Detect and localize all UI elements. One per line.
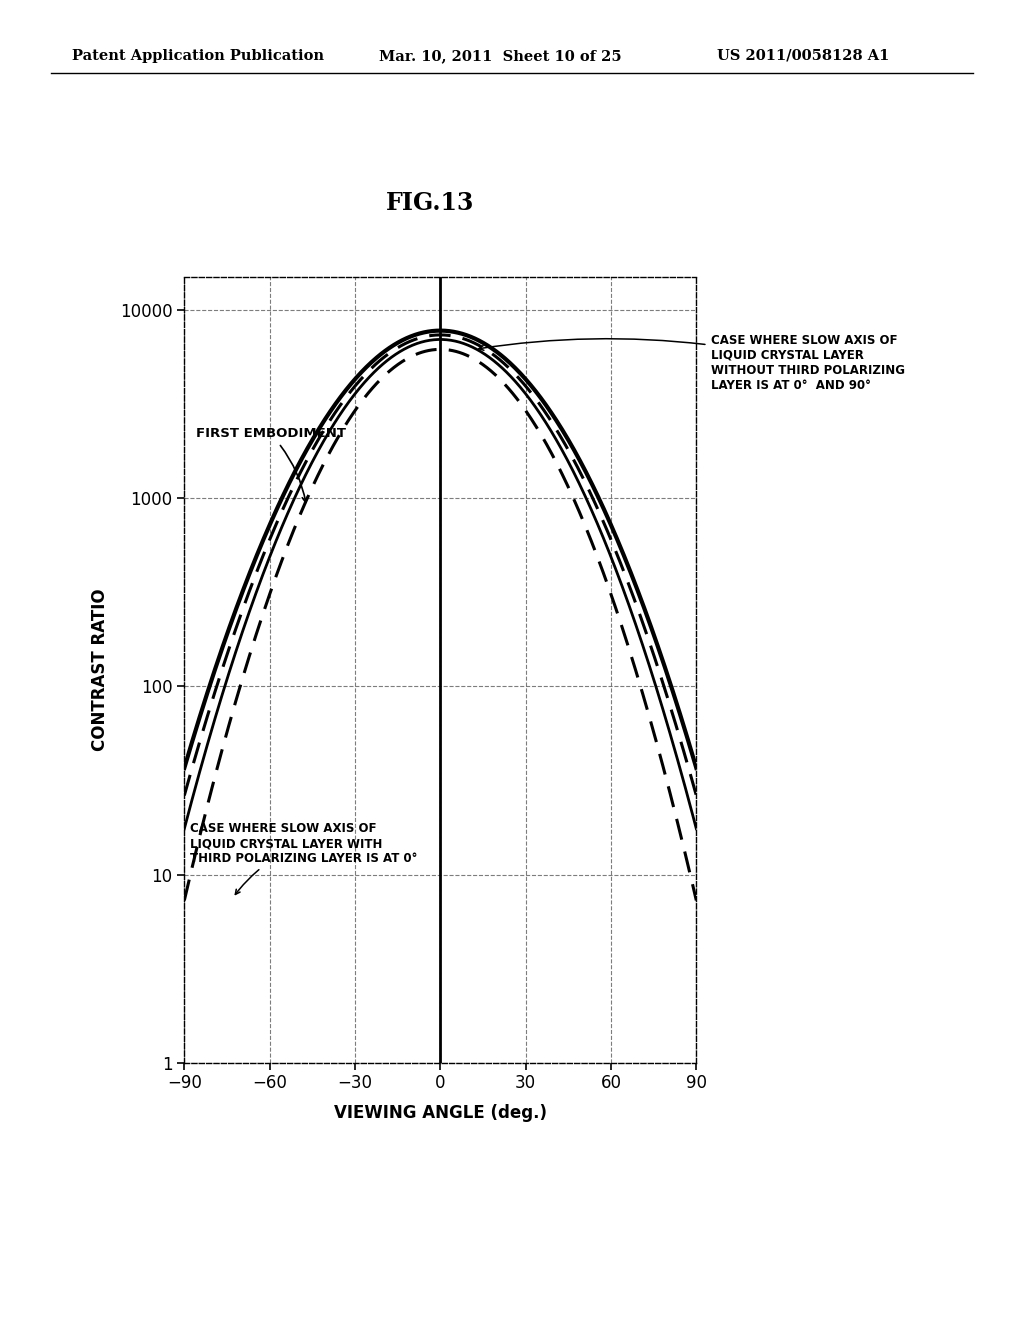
Y-axis label: CONTRAST RATIO: CONTRAST RATIO — [91, 589, 109, 751]
Text: FIRST EMBODIMENT: FIRST EMBODIMENT — [196, 428, 346, 503]
Text: FIG.13: FIG.13 — [386, 191, 474, 215]
Text: Mar. 10, 2011  Sheet 10 of 25: Mar. 10, 2011 Sheet 10 of 25 — [379, 49, 622, 63]
Text: US 2011/0058128 A1: US 2011/0058128 A1 — [717, 49, 889, 63]
Text: CASE WHERE SLOW AXIS OF
LIQUID CRYSTAL LAYER WITH
THIRD POLARIZING LAYER IS AT 0: CASE WHERE SLOW AXIS OF LIQUID CRYSTAL L… — [190, 822, 418, 895]
Text: CASE WHERE SLOW AXIS OF
LIQUID CRYSTAL LAYER
WITHOUT THIRD POLARIZING
LAYER IS A: CASE WHERE SLOW AXIS OF LIQUID CRYSTAL L… — [479, 334, 904, 392]
X-axis label: VIEWING ANGLE (deg.): VIEWING ANGLE (deg.) — [334, 1104, 547, 1122]
Text: Patent Application Publication: Patent Application Publication — [72, 49, 324, 63]
